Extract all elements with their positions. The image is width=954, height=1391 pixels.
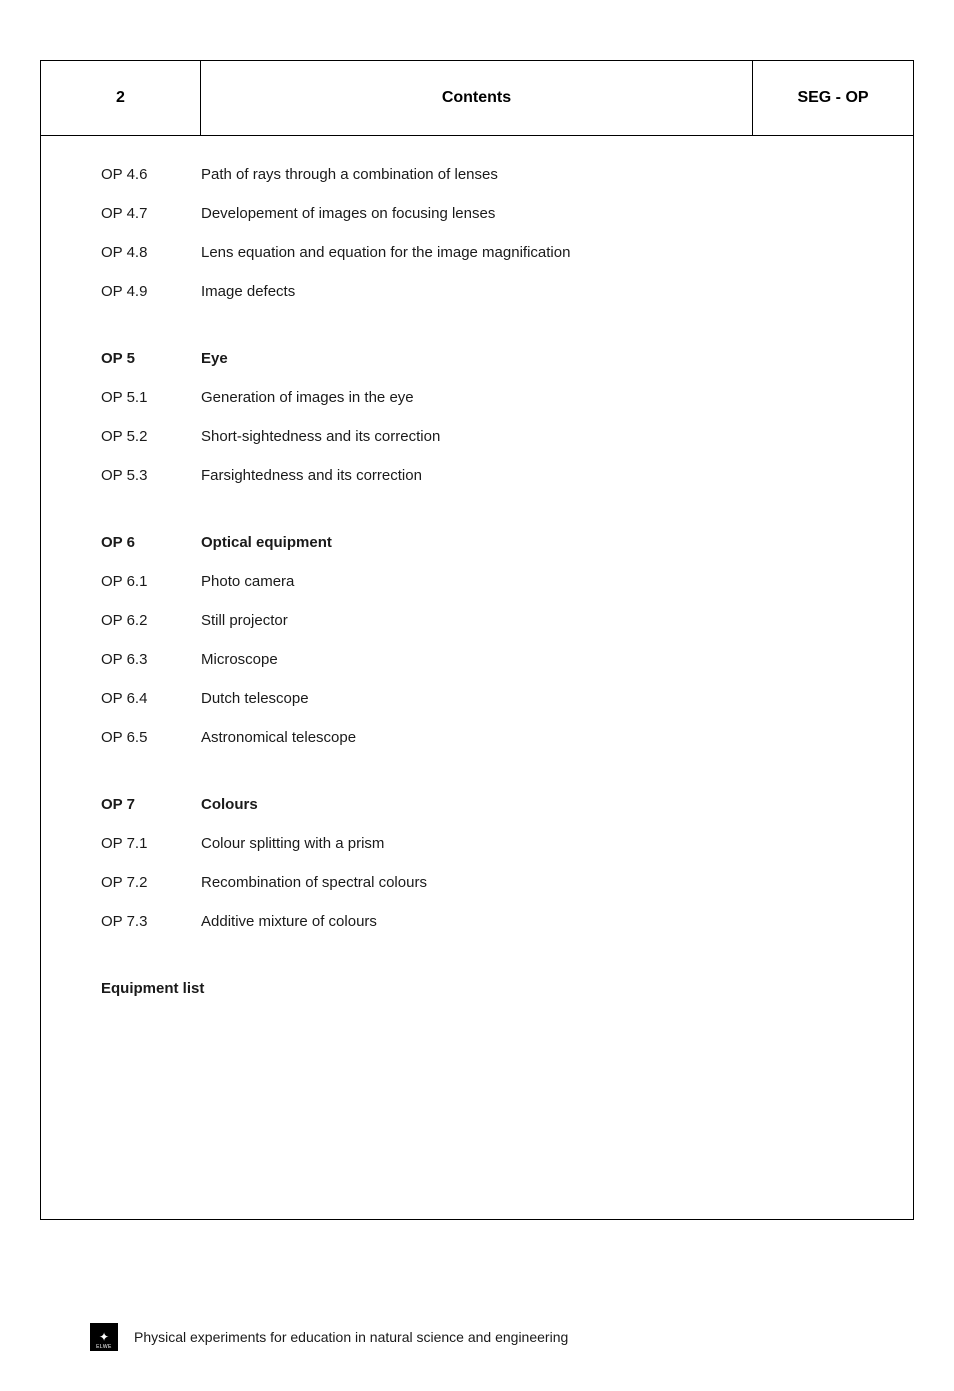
toc-title: Microscope bbox=[201, 651, 873, 668]
toc-title: Additive mixture of colours bbox=[201, 913, 873, 930]
toc-row: OP 6.3Microscope bbox=[101, 651, 873, 668]
logo-text: ELWE bbox=[96, 1345, 112, 1350]
doc-id-cell: SEG - OP bbox=[753, 61, 913, 135]
toc-code: OP 5.1 bbox=[101, 389, 201, 406]
section-gap bbox=[101, 768, 873, 796]
toc-code: OP 6.1 bbox=[101, 573, 201, 590]
toc-title: Eye bbox=[201, 350, 873, 367]
toc-row: OP 6Optical equipment bbox=[101, 534, 873, 551]
toc-area: OP 4.6Path of rays through a combination… bbox=[41, 136, 913, 1219]
toc-title: Path of rays through a combination of le… bbox=[201, 166, 873, 183]
toc-title: Colours bbox=[201, 796, 873, 813]
page-number: 2 bbox=[116, 89, 125, 107]
toc-code: OP 6.2 bbox=[101, 612, 201, 629]
page-title: Contents bbox=[442, 89, 511, 107]
toc-row: OP 5.3Farsightedness and its correction bbox=[101, 467, 873, 484]
toc-code: OP 4.7 bbox=[101, 205, 201, 222]
toc-row: OP 6.5Astronomical telescope bbox=[101, 729, 873, 746]
footer: ✦ ELWE Physical experiments for educatio… bbox=[90, 1323, 568, 1351]
toc-row: OP 4.9Image defects bbox=[101, 283, 873, 300]
toc-row: OP 4.6Path of rays through a combination… bbox=[101, 166, 873, 183]
content-border: 2 Contents SEG - OP OP 4.6Path of rays t… bbox=[40, 60, 914, 1220]
toc-code: OP 4.8 bbox=[101, 244, 201, 261]
section-gap bbox=[101, 952, 873, 980]
toc-code: OP 7.3 bbox=[101, 913, 201, 930]
toc-code: OP 6.4 bbox=[101, 690, 201, 707]
toc-row: OP 7.3Additive mixture of colours bbox=[101, 913, 873, 930]
elwe-logo-icon: ✦ ELWE bbox=[90, 1323, 118, 1351]
section-gap bbox=[101, 506, 873, 534]
toc-code: OP 4.9 bbox=[101, 283, 201, 300]
toc-code: OP 5.3 bbox=[101, 467, 201, 484]
toc-row: OP 5Eye bbox=[101, 350, 873, 367]
toc-row: OP 6.1Photo camera bbox=[101, 573, 873, 590]
toc-title: Optical equipment bbox=[201, 534, 873, 551]
section-gap bbox=[101, 322, 873, 350]
toc-code: OP 7.1 bbox=[101, 835, 201, 852]
toc-title: Developement of images on focusing lense… bbox=[201, 205, 873, 222]
toc-title: Photo camera bbox=[201, 573, 873, 590]
header-row: 2 Contents SEG - OP bbox=[41, 61, 913, 136]
toc-code: OP 7.2 bbox=[101, 874, 201, 891]
toc-row: OP 4.8Lens equation and equation for the… bbox=[101, 244, 873, 261]
toc-title: Generation of images in the eye bbox=[201, 389, 873, 406]
toc-code: OP 5 bbox=[101, 350, 201, 367]
footer-text: Physical experiments for education in na… bbox=[134, 1329, 568, 1345]
toc-code: OP 6 bbox=[101, 534, 201, 551]
toc-row: OP 7.2Recombination of spectral colours bbox=[101, 874, 873, 891]
toc-code: OP 4.6 bbox=[101, 166, 201, 183]
toc-title: Farsightedness and its correction bbox=[201, 467, 873, 484]
toc-code: OP 7 bbox=[101, 796, 201, 813]
toc-code: OP 6.3 bbox=[101, 651, 201, 668]
page-number-cell: 2 bbox=[41, 61, 201, 135]
toc-title: Recombination of spectral colours bbox=[201, 874, 873, 891]
page-container: 2 Contents SEG - OP OP 4.6Path of rays t… bbox=[0, 20, 954, 1371]
toc-row: OP 7Colours bbox=[101, 796, 873, 813]
toc-title: Astronomical telescope bbox=[201, 729, 873, 746]
toc-row: OP 5.2Short-sightedness and its correcti… bbox=[101, 428, 873, 445]
toc-row: OP 6.2Still projector bbox=[101, 612, 873, 629]
toc-row: OP 5.1Generation of images in the eye bbox=[101, 389, 873, 406]
toc-row: OP 6.4Dutch telescope bbox=[101, 690, 873, 707]
toc-row: OP 7.1Colour splitting with a prism bbox=[101, 835, 873, 852]
toc-row: OP 4.7Developement of images on focusing… bbox=[101, 205, 873, 222]
doc-id: SEG - OP bbox=[797, 89, 868, 107]
toc-title: Colour splitting with a prism bbox=[201, 835, 873, 852]
toc-code: OP 6.5 bbox=[101, 729, 201, 746]
toc-title: Short-sightedness and its correction bbox=[201, 428, 873, 445]
toc-title: Equipment list bbox=[101, 980, 873, 997]
toc-row: Equipment list bbox=[101, 980, 873, 997]
toc-title: Dutch telescope bbox=[201, 690, 873, 707]
logo-glyph: ✦ bbox=[99, 1331, 109, 1343]
toc-title: Image defects bbox=[201, 283, 873, 300]
toc-code: OP 5.2 bbox=[101, 428, 201, 445]
title-cell: Contents bbox=[201, 61, 753, 135]
toc-title: Still projector bbox=[201, 612, 873, 629]
toc-title: Lens equation and equation for the image… bbox=[201, 244, 873, 261]
